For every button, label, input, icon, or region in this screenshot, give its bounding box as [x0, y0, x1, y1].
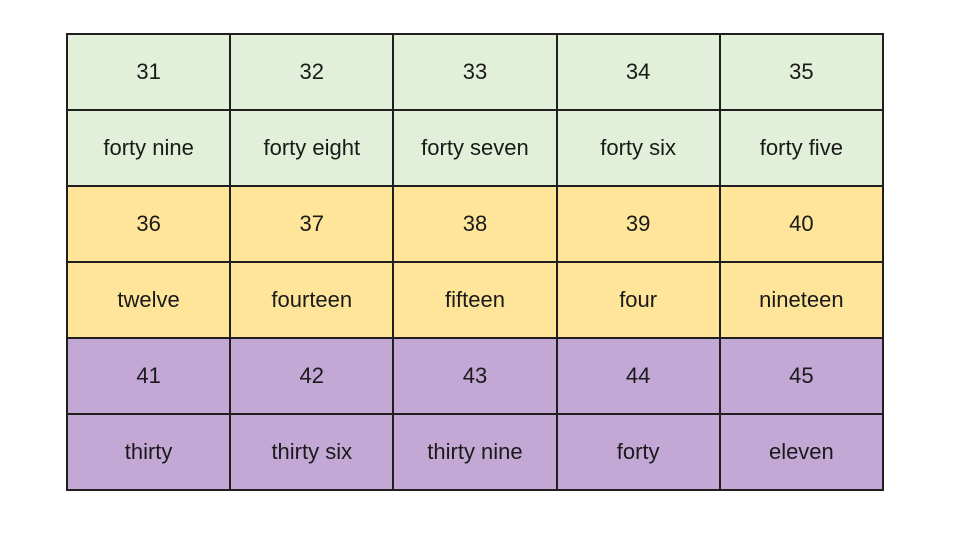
word-cell: eleven [718, 413, 885, 491]
number-cell: 42 [229, 337, 395, 415]
number-cell: 35 [718, 33, 885, 111]
word-cell: forty eight [229, 109, 395, 187]
table-row-words: twelve fourteen fifteen four nineteen [65, 261, 885, 339]
word-cell: fifteen [392, 261, 558, 339]
word-cell: thirty six [229, 413, 395, 491]
number-cell: 33 [392, 33, 558, 111]
number-cell: 43 [392, 337, 558, 415]
table-row-numbers: 36 37 38 39 40 [65, 185, 885, 263]
word-cell: forty seven [392, 109, 558, 187]
word-cell: thirty [65, 413, 232, 491]
word-cell: forty five [718, 109, 885, 187]
word-cell: forty nine [65, 109, 232, 187]
number-cell: 37 [229, 185, 395, 263]
number-cell: 40 [718, 185, 885, 263]
number-cell: 39 [555, 185, 721, 263]
number-cell: 44 [555, 337, 721, 415]
word-cell: forty six [555, 109, 721, 187]
table-row-words: thirty thirty six thirty nine forty elev… [65, 413, 885, 491]
table-row-numbers: 31 32 33 34 35 [65, 33, 885, 111]
table-row-numbers: 41 42 43 44 45 [65, 337, 885, 415]
word-cell: nineteen [718, 261, 885, 339]
word-cell: four [555, 261, 721, 339]
word-cell: forty [555, 413, 721, 491]
number-cell: 32 [229, 33, 395, 111]
number-cell: 31 [65, 33, 232, 111]
word-cell: fourteen [229, 261, 395, 339]
number-cell: 45 [718, 337, 885, 415]
number-cell: 41 [65, 337, 232, 415]
number-word-table: 31 32 33 34 35 forty nine forty eight fo… [65, 33, 885, 491]
word-cell: thirty nine [392, 413, 558, 491]
number-cell: 36 [65, 185, 232, 263]
number-cell: 34 [555, 33, 721, 111]
word-cell: twelve [65, 261, 232, 339]
number-cell: 38 [392, 185, 558, 263]
table-row-words: forty nine forty eight forty seven forty… [65, 109, 885, 187]
